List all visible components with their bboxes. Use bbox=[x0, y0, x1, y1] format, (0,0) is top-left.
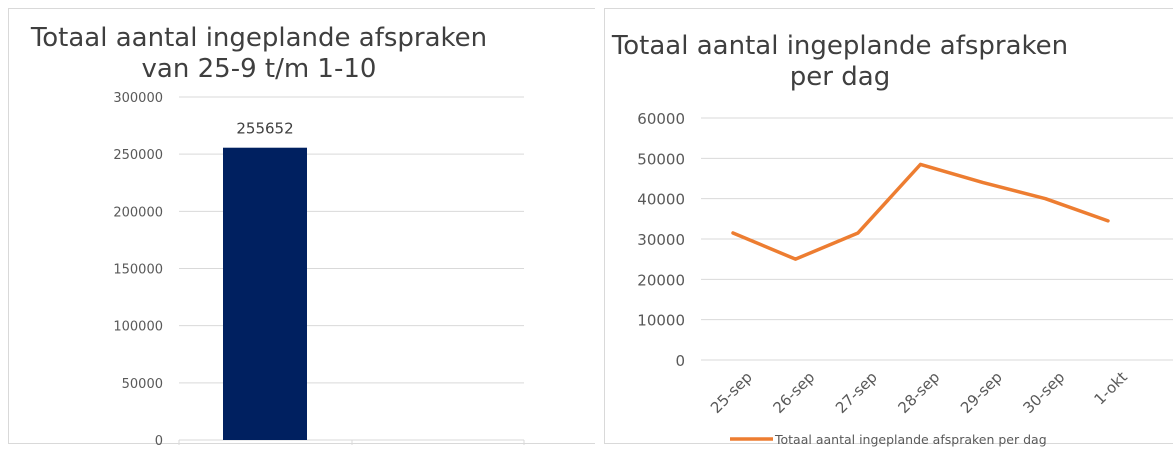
chart-panel-per-day: Totaal aantal ingeplande afspraken per d… bbox=[604, 8, 1173, 447]
x-tick-label: 28-sep bbox=[894, 368, 943, 417]
y-tick-label: 0 bbox=[675, 352, 685, 370]
y-tick-label: 60000 bbox=[637, 110, 685, 128]
y-tick-label: 50000 bbox=[637, 150, 685, 168]
series-line bbox=[731, 162, 1110, 261]
y-tick-label: 0 bbox=[155, 434, 163, 449]
y-tick-label: 30000 bbox=[637, 231, 685, 249]
y-tick-label: 50000 bbox=[122, 377, 163, 392]
chart-panel-total: Totaal aantal ingeplande afspraken van 2… bbox=[8, 8, 595, 449]
chart-title: Totaal aantal ingeplande afspraken van 2… bbox=[30, 23, 488, 84]
bar bbox=[223, 147, 307, 441]
y-tick-label: 100000 bbox=[113, 320, 163, 335]
line-chart-svg: 0 10000 20000 30000 40000 50000 60000 25-sep 26-… bbox=[637, 110, 1173, 447]
y-tick-label: 300000 bbox=[113, 91, 163, 106]
data-label: 255652 bbox=[236, 120, 293, 138]
y-tick-label: 200000 bbox=[113, 205, 163, 220]
x-tick-label: 26-sep bbox=[769, 368, 818, 417]
x-tick-label: 27-sep bbox=[832, 368, 881, 417]
legend-label: Totaal aantal ingeplande afspraken per d… bbox=[774, 432, 1047, 447]
x-tick-label: 30-sep bbox=[1019, 368, 1068, 417]
bar-chart-svg: 0 50000 100000 150000 200000 250000 300000 2556… bbox=[113, 91, 525, 449]
y-tick-label: 40000 bbox=[637, 191, 685, 209]
y-tick-label: 150000 bbox=[113, 263, 163, 278]
y-tick-label: 20000 bbox=[637, 271, 685, 289]
chart-title: Totaal aantal ingeplande afspraken per d… bbox=[611, 31, 1069, 92]
y-tick-label: 250000 bbox=[113, 148, 163, 163]
y-tick-label: 10000 bbox=[637, 312, 685, 330]
x-tick-label: 29-sep bbox=[957, 368, 1006, 417]
x-tick-label: 25-sep bbox=[707, 368, 756, 417]
x-tick-label: 1-okt bbox=[1091, 368, 1131, 408]
